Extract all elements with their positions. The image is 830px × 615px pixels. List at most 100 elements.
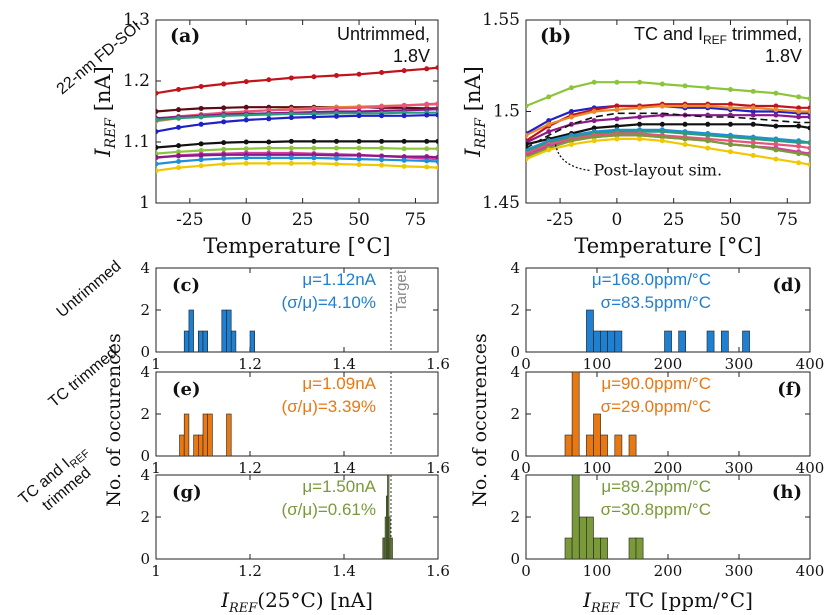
y-axis-label-unit: [nA] bbox=[461, 66, 485, 118]
series-point-5 bbox=[750, 121, 756, 127]
series-point-5 bbox=[176, 115, 182, 121]
panel-c-histogram-iref-untrimmed: 1 1.2 1.4 1.6 0 2 4 Target (c) μ=1.12nA (σ/μ)=4.10… bbox=[140, 259, 449, 373]
series-point-12 bbox=[221, 161, 227, 167]
y-axis-label-unit: [nA] bbox=[91, 66, 115, 118]
series-point-0 bbox=[682, 83, 688, 89]
series-point-3 bbox=[773, 107, 779, 113]
x-tick-label: 300 bbox=[725, 562, 754, 580]
series-point-11 bbox=[311, 155, 317, 161]
series-point-10 bbox=[176, 153, 182, 159]
series-point-5 bbox=[266, 112, 272, 118]
series-point-8 bbox=[288, 145, 294, 151]
series-point-11 bbox=[176, 159, 182, 165]
histogram-bar bbox=[678, 330, 686, 353]
series-line-6 bbox=[156, 114, 438, 133]
series-point-7 bbox=[243, 139, 249, 145]
series-point-10 bbox=[750, 143, 756, 149]
series-point-11 bbox=[796, 160, 802, 166]
series-line-7 bbox=[526, 130, 810, 153]
x-tick-label: 1 bbox=[151, 355, 161, 373]
x-axis-label: IREF(25°C) [nA] bbox=[220, 588, 373, 615]
panel-label: (c) bbox=[172, 275, 200, 296]
histogram-bar bbox=[390, 537, 393, 560]
series-point-4 bbox=[546, 129, 552, 135]
series-point-10 bbox=[705, 138, 711, 144]
series-point-8 bbox=[379, 145, 385, 151]
series-point-8 bbox=[221, 146, 227, 152]
series-point-3 bbox=[727, 105, 733, 111]
panel-title-sub: REF bbox=[703, 33, 727, 47]
series-point-7 bbox=[659, 129, 665, 135]
series-point-3 bbox=[379, 104, 385, 110]
series-point-10 bbox=[568, 138, 574, 144]
y-tick-label: 1.55 bbox=[482, 10, 520, 30]
series-point-0 bbox=[750, 88, 756, 94]
histogram-bar bbox=[571, 371, 580, 457]
series-point-0 bbox=[807, 96, 810, 102]
target-label: Target bbox=[393, 269, 410, 312]
panel-e-histogram-iref-tc-trimmed: 1 1.2 1.4 1.6 0 2 4 (e) μ=1.09nA (σ/μ)=3.39% bbox=[140, 363, 449, 477]
histogram-bar bbox=[564, 537, 573, 560]
series-point-12 bbox=[198, 163, 204, 169]
series-point-7 bbox=[727, 134, 733, 140]
y-tick-label: 1.45 bbox=[482, 193, 520, 213]
series-point-11 bbox=[266, 155, 272, 161]
series-point-0 bbox=[333, 73, 339, 79]
series-line-11 bbox=[156, 156, 438, 166]
y-tick-label: 1.5 bbox=[493, 102, 520, 122]
y-tick-label: 0 bbox=[510, 550, 520, 568]
series-point-6 bbox=[288, 115, 294, 121]
y-tick-label: 2 bbox=[510, 301, 520, 319]
histogram-bar bbox=[249, 330, 255, 353]
series-point-5 bbox=[526, 141, 529, 147]
series-point-0 bbox=[266, 77, 272, 83]
series-point-10 bbox=[424, 154, 430, 160]
series-point-12 bbox=[435, 165, 438, 171]
series-point-10 bbox=[637, 132, 643, 138]
series-point-1 bbox=[568, 109, 574, 114]
panel-label: (b) bbox=[540, 25, 571, 47]
series-point-0 bbox=[568, 85, 574, 91]
series-point-11 bbox=[591, 138, 597, 144]
panel-title-rest: trimmed, bbox=[727, 24, 802, 44]
series-point-5 bbox=[243, 112, 249, 118]
series-point-0 bbox=[591, 79, 597, 85]
series-point-11 bbox=[637, 136, 643, 142]
row-label-tc-iref-trimmed: TC and IREF trimmed bbox=[16, 447, 95, 514]
histogram-bar bbox=[593, 330, 601, 353]
series-point-3 bbox=[591, 109, 597, 114]
x-tick-label: 1.6 bbox=[426, 355, 450, 373]
series-point-0 bbox=[727, 87, 733, 93]
series-point-4 bbox=[637, 114, 643, 120]
series-line-5 bbox=[526, 123, 810, 146]
series-point-6 bbox=[435, 112, 438, 118]
series-point-10 bbox=[591, 134, 597, 140]
stat-mean: μ=1.50nA bbox=[302, 477, 376, 496]
series-point-11 bbox=[614, 136, 620, 142]
series-point-6 bbox=[379, 113, 385, 119]
series-point-8 bbox=[796, 143, 802, 149]
y-tick-label: 4 bbox=[140, 363, 150, 381]
x-tick-label: 1.6 bbox=[426, 562, 450, 580]
series-point-5 bbox=[221, 113, 227, 119]
series-point-4 bbox=[773, 112, 779, 118]
series-point-5 bbox=[614, 123, 620, 129]
series-point-10 bbox=[773, 147, 779, 153]
series-point-0 bbox=[614, 79, 620, 85]
series-point-4 bbox=[750, 112, 756, 118]
series-point-8 bbox=[727, 138, 733, 144]
series-point-11 bbox=[401, 157, 407, 163]
series-point-7 bbox=[401, 138, 407, 144]
panel-label: (g) bbox=[172, 482, 202, 503]
series-point-12 bbox=[401, 163, 407, 169]
stat-spread: σ=30.8ppm/°C bbox=[601, 500, 711, 519]
panel-title-main: TC and I bbox=[634, 24, 703, 44]
histogram-bar bbox=[571, 474, 580, 560]
histogram-bar bbox=[221, 309, 227, 353]
y-tick-label: 0 bbox=[510, 343, 520, 361]
panel-d-histogram-tc-untrimmed: 0 100 200 300 400 0 2 4 (d) μ=168.0ppm/°C σ=83.5pp… bbox=[510, 259, 824, 373]
series-point-7 bbox=[156, 144, 159, 150]
hist-ylabel-right: No. of occurences bbox=[469, 333, 491, 506]
series-point-8 bbox=[333, 145, 339, 151]
